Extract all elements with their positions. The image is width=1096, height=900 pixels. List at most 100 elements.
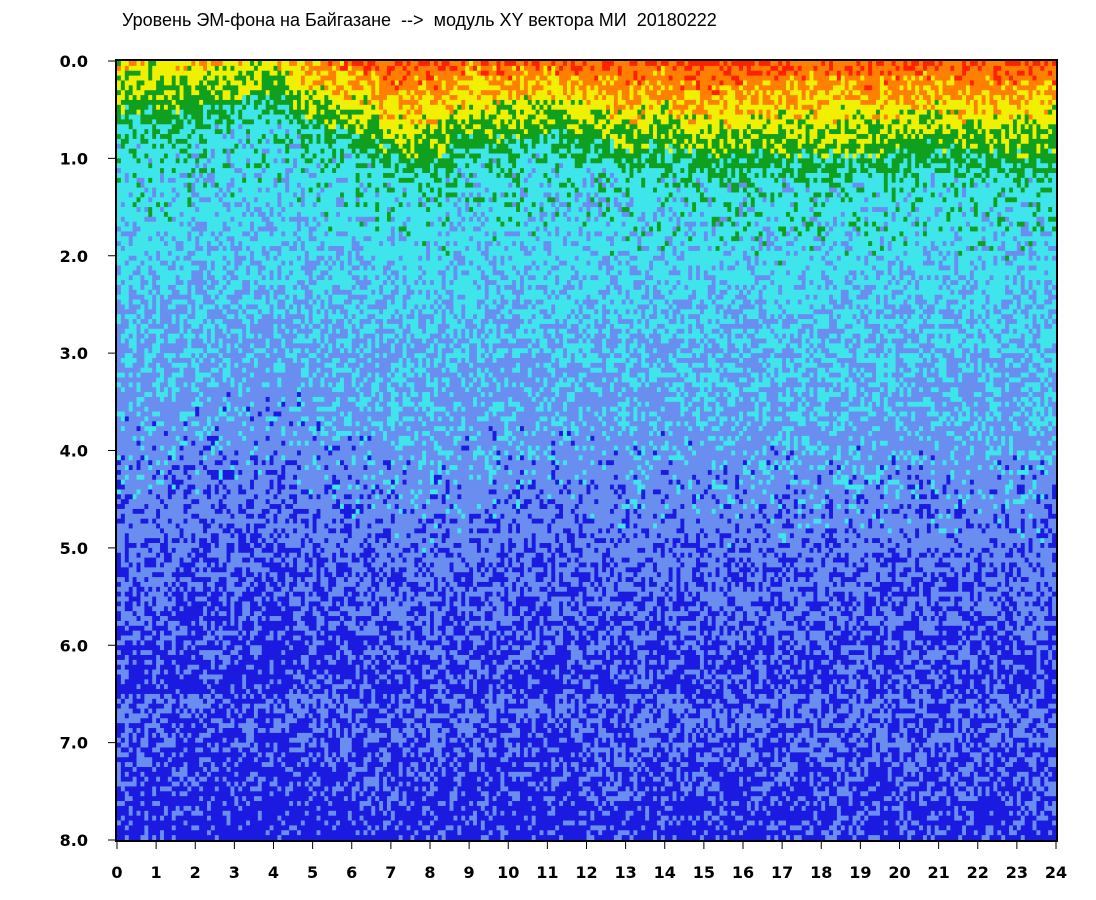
heatmap-cell — [156, 435, 161, 442]
heatmap-cell — [191, 182, 196, 188]
heatmap-cell — [206, 591, 212, 597]
heatmap-cell — [167, 689, 173, 695]
heatmap-cell — [206, 158, 212, 164]
heatmap-cell — [199, 172, 204, 179]
heatmap-cell — [210, 421, 216, 427]
heatmap-cell — [132, 411, 137, 417]
heatmap-cell — [230, 469, 235, 476]
heatmap-cell — [117, 499, 122, 505]
heatmap-cell — [203, 197, 208, 203]
heatmap-cell — [152, 508, 157, 515]
heatmap-cell — [203, 723, 208, 729]
heatmap-cell — [203, 742, 208, 748]
heatmap-cell — [136, 348, 141, 354]
heatmap-cell — [214, 479, 220, 485]
heatmap-cell — [144, 435, 149, 442]
heatmap-cell — [132, 416, 137, 422]
heatmap-cell — [171, 294, 177, 300]
heatmap-cell — [144, 421, 149, 427]
heatmap-cell — [191, 693, 196, 700]
heatmap-cell — [163, 543, 169, 549]
heatmap-cell — [214, 70, 220, 77]
heatmap-cell — [120, 591, 126, 597]
heatmap-cell — [210, 104, 216, 111]
heatmap-cell — [203, 465, 208, 471]
heatmap-cell — [124, 348, 130, 354]
heatmap-cell — [179, 353, 184, 359]
heatmap-cell — [175, 299, 180, 305]
heatmap-cell — [148, 723, 153, 729]
heatmap-cell — [167, 747, 173, 753]
heatmap-cell — [163, 197, 169, 203]
heatmap-cell — [179, 265, 184, 271]
heatmap-cell — [117, 309, 122, 315]
heatmap-cell — [195, 109, 200, 115]
heatmap-cell — [183, 723, 188, 729]
heatmap-cell — [156, 187, 161, 193]
heatmap-cell — [191, 138, 196, 145]
heatmap-cell — [234, 333, 239, 339]
heatmap-cell — [230, 90, 235, 96]
heatmap-cell — [214, 567, 220, 573]
heatmap-cell — [199, 440, 204, 447]
heatmap-cell — [191, 207, 196, 213]
heatmap-cell — [183, 163, 188, 169]
heatmap-cell — [210, 513, 216, 520]
heatmap-cell — [148, 372, 153, 378]
heatmap-cell — [148, 435, 153, 442]
heatmap-cell — [171, 124, 177, 130]
heatmap-cell — [136, 197, 141, 203]
heatmap-cell — [203, 625, 208, 632]
heatmap-cell — [187, 114, 192, 120]
heatmap-cell — [132, 211, 137, 218]
heatmap-cell — [210, 280, 216, 286]
heatmap-cell — [136, 640, 141, 646]
heatmap-cell — [175, 455, 180, 461]
heatmap-cell — [199, 635, 204, 641]
heatmap-cell — [230, 207, 235, 213]
heatmap-cell — [222, 435, 227, 442]
heatmap-cell — [132, 620, 137, 627]
heatmap-cell — [144, 411, 149, 417]
heatmap-cell — [199, 786, 204, 792]
heatmap-cell — [214, 226, 220, 232]
heatmap-cell — [175, 474, 180, 481]
heatmap-cell — [234, 323, 239, 330]
heatmap-cell — [128, 455, 134, 461]
heatmap-cell — [144, 80, 149, 86]
heatmap-cell — [210, 518, 216, 524]
heatmap-cell — [230, 504, 235, 510]
heatmap-cell — [179, 820, 184, 826]
heatmap-cell — [238, 80, 243, 86]
heatmap-cell — [163, 723, 169, 729]
heatmap-cell — [132, 406, 137, 412]
heatmap-cell — [203, 440, 208, 447]
heatmap-cell — [183, 114, 188, 120]
heatmap-cell — [136, 255, 141, 262]
heatmap-cell — [163, 333, 169, 339]
heatmap-cell — [124, 80, 130, 86]
heatmap-cell — [203, 280, 208, 286]
heatmap-cell — [128, 362, 134, 369]
heatmap-cell — [183, 562, 188, 568]
heatmap-cell — [124, 737, 130, 744]
heatmap-cell — [128, 547, 134, 554]
heatmap-cell — [214, 138, 220, 145]
heatmap-cell — [136, 698, 141, 705]
heatmap-cell — [160, 757, 165, 763]
heatmap-cell — [203, 494, 208, 500]
heatmap-cell — [167, 572, 173, 578]
heatmap-cell — [206, 70, 212, 77]
heatmap-cell — [230, 805, 235, 812]
heatmap-cell — [195, 708, 200, 714]
heatmap-cell — [156, 538, 161, 544]
heatmap-cell — [120, 499, 126, 505]
heatmap-cell — [175, 654, 180, 661]
heatmap-cell — [183, 596, 188, 602]
heatmap-cell — [136, 294, 141, 300]
heatmap-cell — [136, 265, 141, 271]
heatmap-cell — [148, 362, 153, 369]
heatmap-cell — [163, 835, 169, 841]
heatmap-cell — [136, 284, 141, 291]
heatmap-cell — [214, 392, 220, 398]
